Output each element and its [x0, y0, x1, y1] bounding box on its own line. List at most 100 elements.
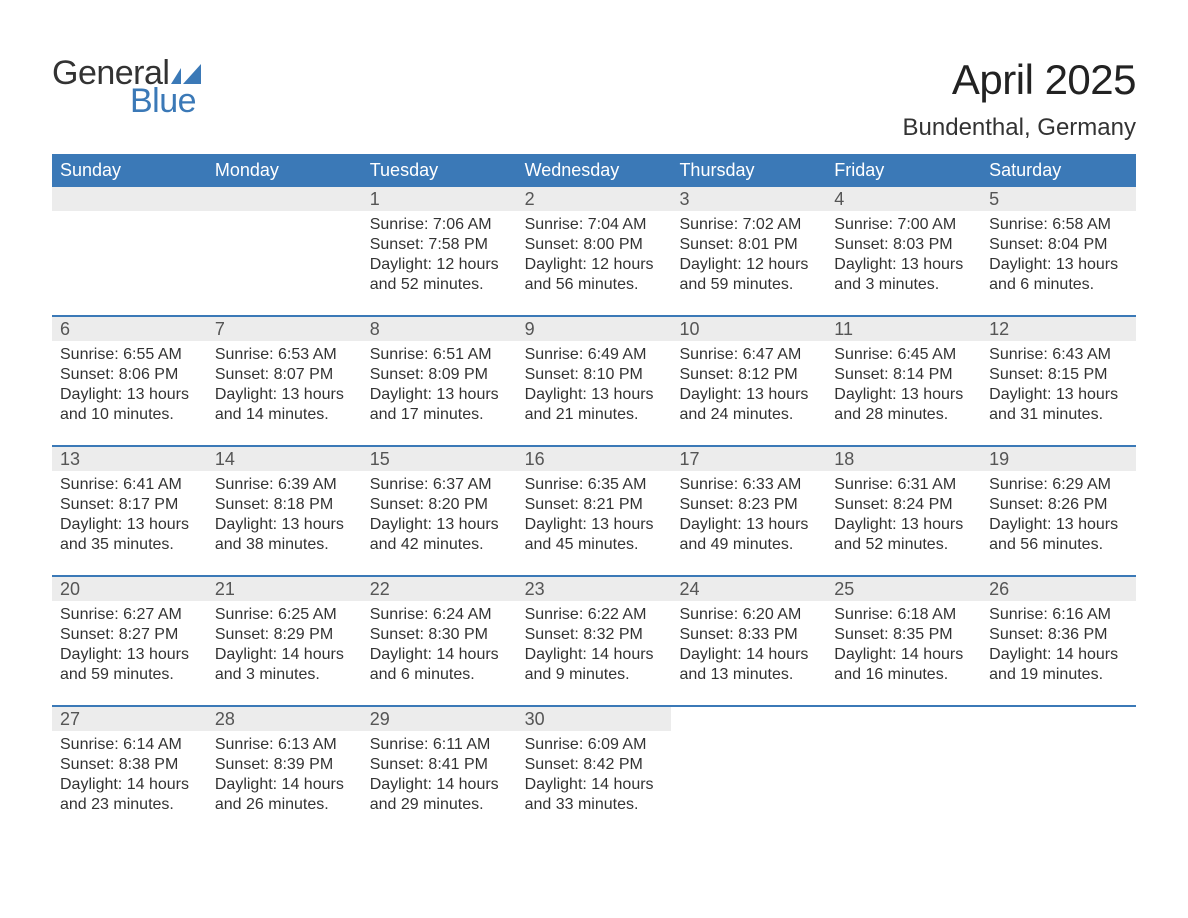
daylight-text: Daylight: 14 hours and 23 minutes.: [60, 775, 199, 815]
sunrise-text: Sunrise: 7:00 AM: [834, 215, 973, 235]
daylight-text: Daylight: 13 hours and 14 minutes.: [215, 385, 354, 425]
month-title: April 2025: [903, 56, 1136, 104]
sunset-text: Sunset: 8:41 PM: [370, 755, 509, 775]
calendar-cell: 1Sunrise: 7:06 AMSunset: 7:58 PMDaylight…: [362, 187, 517, 315]
sunrise-text: Sunrise: 6:37 AM: [370, 475, 509, 495]
dow-thursday: Thursday: [671, 154, 826, 187]
day-number: 1: [362, 187, 517, 211]
day-number: 22: [362, 577, 517, 601]
daylight-text: Daylight: 14 hours and 16 minutes.: [834, 645, 973, 685]
daylight-text: Daylight: 12 hours and 59 minutes.: [679, 255, 818, 295]
sunset-text: Sunset: 8:35 PM: [834, 625, 973, 645]
day-of-week-header: Sunday Monday Tuesday Wednesday Thursday…: [52, 154, 1136, 187]
day-number: 26: [981, 577, 1136, 601]
sunrise-text: Sunrise: 6:58 AM: [989, 215, 1128, 235]
day-number: 2: [517, 187, 672, 211]
daylight-text: Daylight: 13 hours and 6 minutes.: [989, 255, 1128, 295]
sunrise-text: Sunrise: 6:14 AM: [60, 735, 199, 755]
calendar-cell: 29Sunrise: 6:11 AMSunset: 8:41 PMDayligh…: [362, 707, 517, 835]
day-number: 28: [207, 707, 362, 731]
cell-body: Sunrise: 6:47 AMSunset: 8:12 PMDaylight:…: [671, 341, 826, 431]
cell-body: Sunrise: 6:45 AMSunset: 8:14 PMDaylight:…: [826, 341, 981, 431]
daylight-text: Daylight: 13 hours and 28 minutes.: [834, 385, 973, 425]
calendar-cell: 9Sunrise: 6:49 AMSunset: 8:10 PMDaylight…: [517, 317, 672, 445]
sunrise-text: Sunrise: 6:41 AM: [60, 475, 199, 495]
daylight-text: Daylight: 13 hours and 17 minutes.: [370, 385, 509, 425]
calendar-cell: 16Sunrise: 6:35 AMSunset: 8:21 PMDayligh…: [517, 447, 672, 575]
sunrise-text: Sunrise: 6:33 AM: [679, 475, 818, 495]
day-number: 13: [52, 447, 207, 471]
cell-body: Sunrise: 6:27 AMSunset: 8:27 PMDaylight:…: [52, 601, 207, 691]
calendar-cell: 20Sunrise: 6:27 AMSunset: 8:27 PMDayligh…: [52, 577, 207, 705]
sunrise-text: Sunrise: 7:02 AM: [679, 215, 818, 235]
daylight-text: Daylight: 13 hours and 45 minutes.: [525, 515, 664, 555]
sunset-text: Sunset: 8:32 PM: [525, 625, 664, 645]
calendar-cell: 4Sunrise: 7:00 AMSunset: 8:03 PMDaylight…: [826, 187, 981, 315]
daylight-text: Daylight: 14 hours and 29 minutes.: [370, 775, 509, 815]
location: Bundenthal, Germany: [903, 114, 1136, 142]
day-number: [52, 187, 207, 211]
sunset-text: Sunset: 8:00 PM: [525, 235, 664, 255]
daylight-text: Daylight: 12 hours and 52 minutes.: [370, 255, 509, 295]
day-number: 12: [981, 317, 1136, 341]
cell-body: Sunrise: 6:20 AMSunset: 8:33 PMDaylight:…: [671, 601, 826, 691]
calendar-cell: 18Sunrise: 6:31 AMSunset: 8:24 PMDayligh…: [826, 447, 981, 575]
sunrise-text: Sunrise: 6:45 AM: [834, 345, 973, 365]
daylight-text: Daylight: 14 hours and 26 minutes.: [215, 775, 354, 815]
sunrise-text: Sunrise: 7:04 AM: [525, 215, 664, 235]
cell-body: Sunrise: 6:53 AMSunset: 8:07 PMDaylight:…: [207, 341, 362, 431]
sunrise-text: Sunrise: 6:39 AM: [215, 475, 354, 495]
day-number: [826, 707, 981, 710]
cell-body: Sunrise: 6:37 AMSunset: 8:20 PMDaylight:…: [362, 471, 517, 561]
dow-wednesday: Wednesday: [517, 154, 672, 187]
cell-body: Sunrise: 6:24 AMSunset: 8:30 PMDaylight:…: [362, 601, 517, 691]
daylight-text: Daylight: 13 hours and 10 minutes.: [60, 385, 199, 425]
flag-icon: [171, 64, 201, 84]
sunset-text: Sunset: 8:17 PM: [60, 495, 199, 515]
calendar-cell: 7Sunrise: 6:53 AMSunset: 8:07 PMDaylight…: [207, 317, 362, 445]
sunrise-text: Sunrise: 7:06 AM: [370, 215, 509, 235]
sunset-text: Sunset: 8:15 PM: [989, 365, 1128, 385]
calendar: Sunday Monday Tuesday Wednesday Thursday…: [52, 154, 1136, 835]
calendar-cell: 28Sunrise: 6:13 AMSunset: 8:39 PMDayligh…: [207, 707, 362, 835]
sunset-text: Sunset: 8:29 PM: [215, 625, 354, 645]
week-row: 20Sunrise: 6:27 AMSunset: 8:27 PMDayligh…: [52, 575, 1136, 705]
cell-body: Sunrise: 7:06 AMSunset: 7:58 PMDaylight:…: [362, 211, 517, 301]
sunset-text: Sunset: 8:27 PM: [60, 625, 199, 645]
day-number: 18: [826, 447, 981, 471]
calendar-cell: 10Sunrise: 6:47 AMSunset: 8:12 PMDayligh…: [671, 317, 826, 445]
daylight-text: Daylight: 14 hours and 9 minutes.: [525, 645, 664, 685]
week-row: 6Sunrise: 6:55 AMSunset: 8:06 PMDaylight…: [52, 315, 1136, 445]
sunset-text: Sunset: 8:42 PM: [525, 755, 664, 775]
cell-body: Sunrise: 6:18 AMSunset: 8:35 PMDaylight:…: [826, 601, 981, 691]
calendar-cell: [826, 707, 981, 835]
cell-body: Sunrise: 6:14 AMSunset: 8:38 PMDaylight:…: [52, 731, 207, 821]
cell-body: Sunrise: 6:22 AMSunset: 8:32 PMDaylight:…: [517, 601, 672, 691]
dow-friday: Friday: [826, 154, 981, 187]
sunrise-text: Sunrise: 6:09 AM: [525, 735, 664, 755]
cell-body: Sunrise: 6:09 AMSunset: 8:42 PMDaylight:…: [517, 731, 672, 821]
sunrise-text: Sunrise: 6:35 AM: [525, 475, 664, 495]
cell-body: Sunrise: 7:02 AMSunset: 8:01 PMDaylight:…: [671, 211, 826, 301]
day-number: 4: [826, 187, 981, 211]
calendar-cell: 27Sunrise: 6:14 AMSunset: 8:38 PMDayligh…: [52, 707, 207, 835]
sunset-text: Sunset: 8:24 PM: [834, 495, 973, 515]
sunset-text: Sunset: 8:12 PM: [679, 365, 818, 385]
daylight-text: Daylight: 13 hours and 31 minutes.: [989, 385, 1128, 425]
cell-body: Sunrise: 6:39 AMSunset: 8:18 PMDaylight:…: [207, 471, 362, 561]
calendar-cell: [671, 707, 826, 835]
day-number: 20: [52, 577, 207, 601]
sunset-text: Sunset: 8:33 PM: [679, 625, 818, 645]
sunset-text: Sunset: 7:58 PM: [370, 235, 509, 255]
sunset-text: Sunset: 8:26 PM: [989, 495, 1128, 515]
weeks-container: 1Sunrise: 7:06 AMSunset: 7:58 PMDaylight…: [52, 187, 1136, 835]
cell-body: Sunrise: 6:33 AMSunset: 8:23 PMDaylight:…: [671, 471, 826, 561]
sunset-text: Sunset: 8:23 PM: [679, 495, 818, 515]
daylight-text: Daylight: 14 hours and 3 minutes.: [215, 645, 354, 685]
day-number: 16: [517, 447, 672, 471]
calendar-cell: 17Sunrise: 6:33 AMSunset: 8:23 PMDayligh…: [671, 447, 826, 575]
week-row: 13 Sunrise: 6:41 AMSunset: 8:17 PM Dayligh…: [52, 445, 1136, 575]
sunrise-text: Sunrise: 6:47 AM: [679, 345, 818, 365]
calendar-cell: 21Sunrise: 6:25 AMSunset: 8:29 PMDayligh…: [207, 577, 362, 705]
cell-body: Sunrise: 6:35 AMSunset: 8:21 PMDaylight:…: [517, 471, 672, 561]
